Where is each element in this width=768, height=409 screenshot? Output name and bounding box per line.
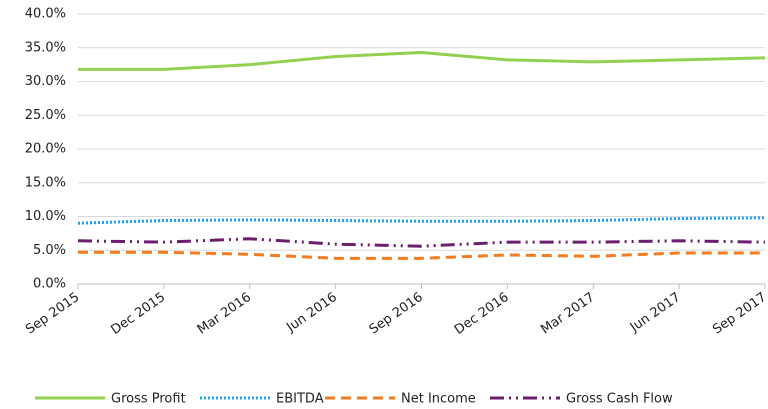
x-tick-label: Dec 2015	[108, 290, 168, 338]
y-tick-label: 30.0%	[25, 74, 66, 89]
legend-label: EBITDA	[276, 392, 324, 407]
x-tick-label: Jun 2017	[627, 290, 684, 336]
legend-item: Net Income	[325, 392, 476, 407]
y-tick-label: 15.0%	[25, 175, 66, 190]
x-tick-label: Sep 2015	[23, 290, 82, 338]
series-line	[78, 50, 766, 71]
x-tick-label: Sep 2017	[710, 290, 768, 338]
x-tick-label: Sep 2016	[367, 290, 426, 338]
x-tick-label: Dec 2016	[452, 290, 512, 338]
x-tick-label: Jun 2016	[283, 290, 340, 336]
y-tick-label: 0.0%	[33, 277, 66, 292]
y-tick-label: 10.0%	[25, 209, 66, 224]
series-line	[77, 216, 766, 225]
x-tick-label: Mar 2016	[195, 290, 254, 338]
legend-label: Gross Cash Flow	[566, 392, 673, 407]
series-line	[78, 250, 765, 260]
legend-label: Net Income	[401, 392, 476, 407]
y-tick-label: 5.0%	[33, 243, 66, 258]
series-line	[77, 237, 766, 248]
legend-item: Gross Profit	[35, 392, 186, 407]
y-tick-label: 20.0%	[25, 142, 66, 157]
legend-item: EBITDA	[200, 392, 324, 407]
y-tick-label: 25.0%	[25, 108, 66, 123]
y-tick-label: 40.0%	[25, 7, 66, 22]
x-tick-label: Mar 2017	[538, 290, 597, 338]
legend-label: Gross Profit	[111, 392, 186, 407]
legend-item: Gross Cash Flow	[490, 392, 673, 407]
y-tick-label: 35.0%	[25, 40, 66, 55]
